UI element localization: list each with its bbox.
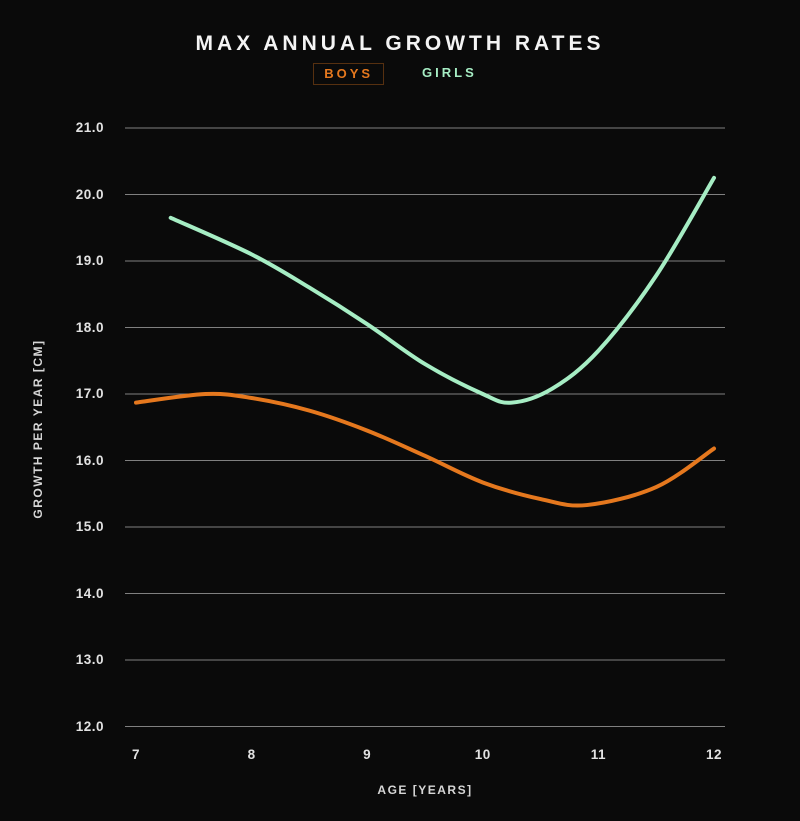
x-tick-label: 10 <box>474 747 491 762</box>
x-axis-title: AGE [YEARS] <box>377 783 473 797</box>
x-tick-label: 8 <box>247 747 256 762</box>
x-tick-label: 11 <box>590 747 607 762</box>
x-tick-label: 7 <box>131 747 140 762</box>
x-tick-label: 9 <box>363 747 372 762</box>
series-lines <box>134 175 716 508</box>
y-tick-label: 21.0 <box>75 120 104 135</box>
gridlines <box>125 127 725 727</box>
y-tick-label: 20.0 <box>75 186 104 202</box>
y-tick-label: 17.0 <box>75 386 104 401</box>
y-tick-label: 13.0 <box>75 652 104 667</box>
series-line-girls <box>168 175 716 405</box>
y-axis-title: GROWTH PER YEAR [CM] <box>31 339 45 519</box>
x-tick-label: 12 <box>705 747 723 762</box>
y-tick-label: 19.0 <box>75 253 104 268</box>
series-line-boys <box>134 391 716 508</box>
y-tick-label: 12.0 <box>75 718 104 734</box>
chart-title: MAX ANNUAL GROWTH RATES <box>195 32 605 55</box>
y-tick-label: 15.0 <box>75 519 104 534</box>
y-tick-label: 16.0 <box>75 452 104 468</box>
legend-item-girls[interactable]: GIRLS <box>422 65 477 80</box>
y-tick-label: 14.0 <box>75 585 104 601</box>
legend: BOYS GIRLS <box>0 63 800 85</box>
y-tick-label: 18.0 <box>75 319 104 335</box>
legend-item-boys[interactable]: BOYS <box>313 63 385 85</box>
